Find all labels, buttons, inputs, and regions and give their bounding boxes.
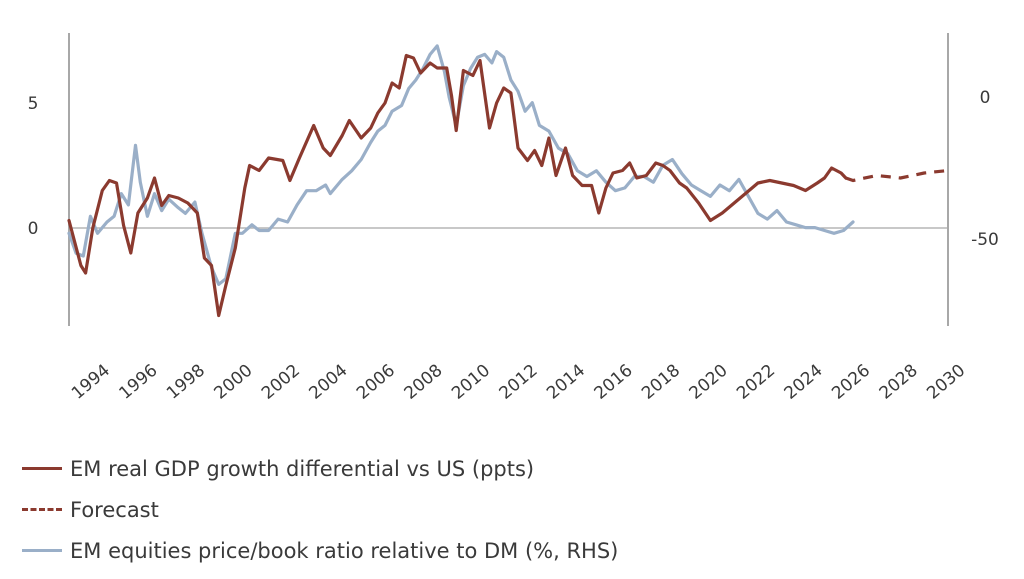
y-left-tick-label: 5 xyxy=(28,94,39,114)
legend-item-forecast: Forecast xyxy=(22,489,618,530)
x-tick-label: 2030 xyxy=(923,361,969,404)
x-tick-label: 1996 xyxy=(115,361,161,404)
x-tick-label: 2000 xyxy=(211,361,257,404)
x-tick-label: 2002 xyxy=(258,361,304,404)
x-tick-label: 2018 xyxy=(638,361,684,404)
legend-swatch-forecast xyxy=(22,508,62,511)
y-right-tick-label: -50 xyxy=(971,230,999,250)
x-tick-label: 2014 xyxy=(543,361,589,404)
series-line-gdp-differential xyxy=(67,53,848,318)
x-tick-label: 2004 xyxy=(306,361,352,404)
legend-label-pb-ratio: EM equities price/book ratio relative to… xyxy=(70,538,619,563)
x-tick-label: 2022 xyxy=(733,361,779,404)
x-tick-label: 2024 xyxy=(781,361,827,404)
legend-swatch-gdp xyxy=(22,467,62,470)
x-tick-label: 2012 xyxy=(496,361,542,404)
legend-swatch-pb-ratio xyxy=(22,549,62,552)
x-tick-label: 2010 xyxy=(448,361,494,404)
y-left-tick-label: 0 xyxy=(28,219,39,239)
legend-item-gdp: EM real GDP growth differential vs US (p… xyxy=(22,448,618,489)
legend-item-pb-ratio: EM equities price/book ratio relative to… xyxy=(22,530,618,571)
series-line-pb-ratio xyxy=(67,44,855,286)
x-tick-label: 1994 xyxy=(68,361,114,404)
x-tick-label: 2016 xyxy=(591,361,637,404)
legend-label-forecast: Forecast xyxy=(70,497,159,522)
x-tick-label: 2020 xyxy=(686,361,732,404)
x-tick-label: 1998 xyxy=(163,361,209,404)
legend-label-gdp: EM real GDP growth differential vs US (p… xyxy=(70,456,535,481)
legend: EM real GDP growth differential vs US (p… xyxy=(22,448,618,571)
x-tick-label: 2008 xyxy=(401,361,447,404)
x-tick-label: 2028 xyxy=(876,361,922,404)
series-line-forecast xyxy=(845,168,949,183)
x-tick-label: 2026 xyxy=(828,361,874,404)
x-tick-label: 2006 xyxy=(353,361,399,404)
y-right-tick-label: 0 xyxy=(980,88,991,108)
series-lines xyxy=(67,44,949,318)
